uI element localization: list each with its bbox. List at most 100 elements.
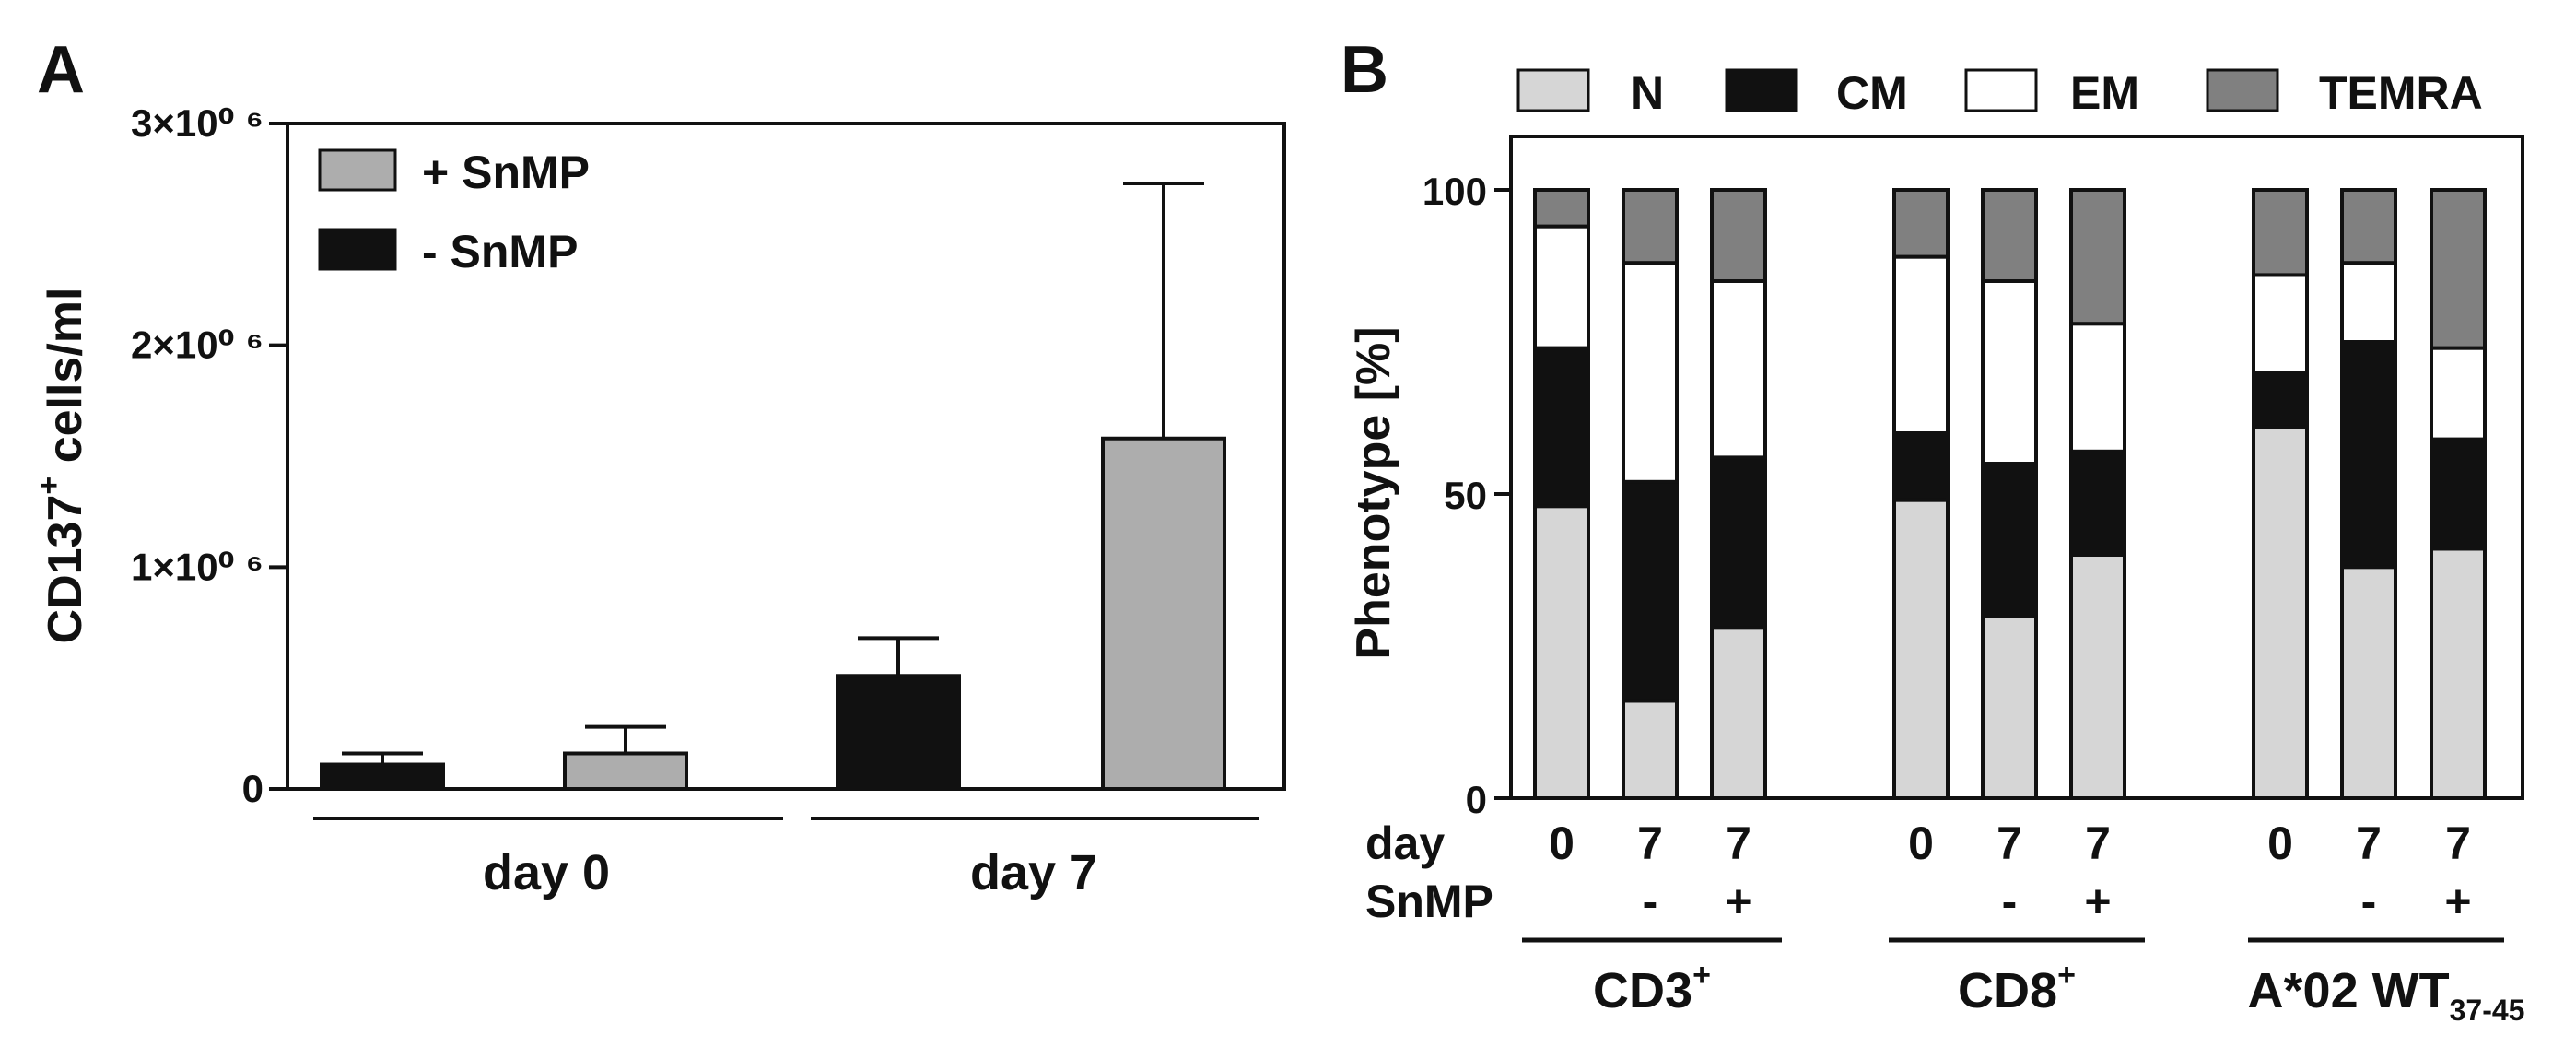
day-value: 7 bbox=[2356, 818, 2382, 869]
bar-segment-n bbox=[2430, 547, 2487, 801]
bar-segment-em bbox=[2069, 322, 2126, 453]
panel-b-group-label-cd3-sup: + bbox=[1692, 958, 1711, 993]
panel-b-group-label-cd3: CD3+ bbox=[1593, 958, 1711, 1018]
legend-label-cm: CM bbox=[1836, 67, 1908, 119]
bar bbox=[1101, 436, 1226, 791]
bar-segment-temra bbox=[1533, 188, 1590, 229]
panel-b-group-label-cd8-main: CD8 bbox=[1958, 963, 2057, 1018]
panel-b-group-label-cd8-sup: + bbox=[2057, 958, 2076, 993]
day-value: 0 bbox=[2267, 818, 2293, 869]
panel-a-plot-frame bbox=[286, 122, 1286, 791]
panel-a-y-tick-label: 1×10⁰ ⁶ bbox=[131, 545, 263, 588]
legend-swatch-cm bbox=[1725, 68, 1798, 112]
bar-segment-em bbox=[2340, 261, 2397, 345]
panel-b-row-label-day: day bbox=[1365, 818, 1445, 869]
snmp-value: - bbox=[1643, 876, 1658, 927]
panel-b-category-rows: 0 7 - 7 +0 7 - 7 +0 7 - 7 + bbox=[1549, 818, 2472, 927]
snmp-value: + bbox=[2084, 876, 2111, 927]
day-value: 7 bbox=[2085, 818, 2111, 869]
panel-a-letter: A bbox=[37, 33, 85, 107]
panel-b-letter: B bbox=[1341, 33, 1388, 107]
legend-label-em: EM bbox=[2070, 67, 2139, 119]
bar-segment-cm bbox=[2430, 437, 2487, 551]
bar bbox=[563, 751, 688, 792]
panel-a-legend: + SnMP - SnMP bbox=[318, 147, 590, 277]
bar-segment-cm bbox=[2252, 371, 2309, 429]
bar-segment-temra bbox=[2340, 188, 2397, 265]
bar-segment-n bbox=[1622, 699, 1679, 801]
bar-segment-em bbox=[1710, 279, 1767, 460]
day-value: 7 bbox=[2445, 818, 2471, 869]
bar-segment-n bbox=[2252, 425, 2309, 800]
panel-b-group-label-a02-main: A*02 WT bbox=[2248, 963, 2450, 1018]
snmp-value: + bbox=[1725, 876, 1751, 927]
snmp-value: - bbox=[2002, 876, 2018, 927]
bar-segment-em bbox=[2430, 346, 2487, 441]
day-value: 0 bbox=[1549, 818, 1575, 869]
legend-swatch-minus-snmp bbox=[318, 228, 397, 271]
bar-segment-n bbox=[1533, 504, 1590, 800]
panel-a-y-axis-title-rest: cells/ml bbox=[39, 288, 92, 476]
panel-a-y-axis-title-main: CD137 bbox=[39, 495, 92, 644]
panel-a-y-tick-label: 2×10⁰ ⁶ bbox=[131, 324, 263, 367]
panel-b-group-label-a02: A*02 WT37-45 bbox=[2248, 963, 2525, 1027]
bar-segment-n bbox=[2069, 553, 2126, 800]
legend-label-n: N bbox=[1631, 67, 1664, 119]
panel-a-y-tick-label: 3×10⁰ ⁶ bbox=[131, 101, 263, 145]
bar-segment-temra bbox=[1710, 188, 1767, 283]
panel-b-group-label-cd3-main: CD3 bbox=[1593, 963, 1692, 1018]
bar-segment-n bbox=[1981, 614, 2038, 800]
panel-a: A CD137+ cells/ml 0 1×10⁰ ⁶ 2×10⁰ ⁶ 3×10⁰ ⁶… bbox=[31, 33, 1286, 900]
legend-swatch-em bbox=[1964, 68, 2038, 112]
bar bbox=[320, 762, 445, 792]
bar-segment-n bbox=[2340, 565, 2397, 801]
panel-a-y-tick-label: 0 bbox=[242, 767, 263, 810]
bar-segment-cm bbox=[2340, 340, 2397, 570]
panel-b-bars bbox=[1533, 188, 2487, 801]
panel-a-group-label-day7: day 7 bbox=[970, 845, 1097, 900]
bar-segment-em bbox=[1533, 224, 1590, 350]
panel-b-group-label-cd8: CD8+ bbox=[1958, 958, 2076, 1018]
legend-swatch-n bbox=[1516, 68, 1590, 112]
panel-a-y-axis-title: CD137+ cells/ml bbox=[31, 288, 92, 644]
panel-b: B N CM EM TEMRA Phenotype [%] 0 50 100 0 7 -… bbox=[1341, 33, 2524, 1027]
bar-segment-cm bbox=[1622, 479, 1679, 703]
legend-swatch-plus-snmp bbox=[318, 148, 397, 192]
bar-segment-em bbox=[1622, 261, 1679, 484]
panel-b-row-label-snmp: SnMP bbox=[1365, 876, 1493, 927]
bar-segment-cm bbox=[1981, 462, 2038, 618]
day-value: 7 bbox=[1637, 818, 1663, 869]
bar-segment-temra bbox=[1622, 188, 1679, 265]
panel-b-y-tick-label: 0 bbox=[1466, 778, 1487, 821]
bar-segment-temra bbox=[1981, 188, 2038, 283]
panel-a-y-ticks: 0 1×10⁰ ⁶ 2×10⁰ ⁶ 3×10⁰ ⁶ bbox=[131, 101, 287, 810]
bar-segment-n bbox=[1892, 498, 1950, 800]
panel-b-y-tick-label: 50 bbox=[1444, 474, 1487, 517]
snmp-value: + bbox=[2444, 876, 2471, 927]
panel-b-legend: N CM EM TEMRA bbox=[1516, 67, 2483, 119]
panel-b-y-ticks: 0 50 100 bbox=[1423, 170, 1511, 821]
legend-label-plus-snmp: + SnMP bbox=[422, 147, 590, 198]
bar-segment-cm bbox=[1533, 346, 1590, 509]
day-value: 7 bbox=[1996, 818, 2022, 869]
bar-segment-temra bbox=[2069, 188, 2126, 326]
bar-segment-temra bbox=[1892, 188, 1950, 259]
panel-b-y-axis-title: Phenotype [%] bbox=[1347, 326, 1400, 659]
bar-segment-temra bbox=[2252, 188, 2309, 277]
bar-segment-temra bbox=[2430, 188, 2487, 350]
bar-segment-cm bbox=[1710, 455, 1767, 630]
legend-label-temra: TEMRA bbox=[2319, 67, 2483, 119]
panel-b-plot-frame bbox=[1509, 135, 2524, 800]
panel-b-y-tick-label: 100 bbox=[1423, 170, 1487, 213]
legend-label-minus-snmp: - SnMP bbox=[422, 226, 578, 277]
bar-segment-cm bbox=[1892, 431, 1950, 502]
bar bbox=[836, 674, 961, 792]
bar-segment-em bbox=[2252, 273, 2309, 374]
bar-segment-em bbox=[1892, 254, 1950, 435]
legend-swatch-temra bbox=[2206, 68, 2279, 112]
snmp-value: - bbox=[2361, 876, 2377, 927]
panel-a-group-label-day0: day 0 bbox=[483, 845, 610, 900]
bar-segment-em bbox=[1981, 279, 2038, 465]
bar-segment-cm bbox=[2069, 449, 2126, 557]
